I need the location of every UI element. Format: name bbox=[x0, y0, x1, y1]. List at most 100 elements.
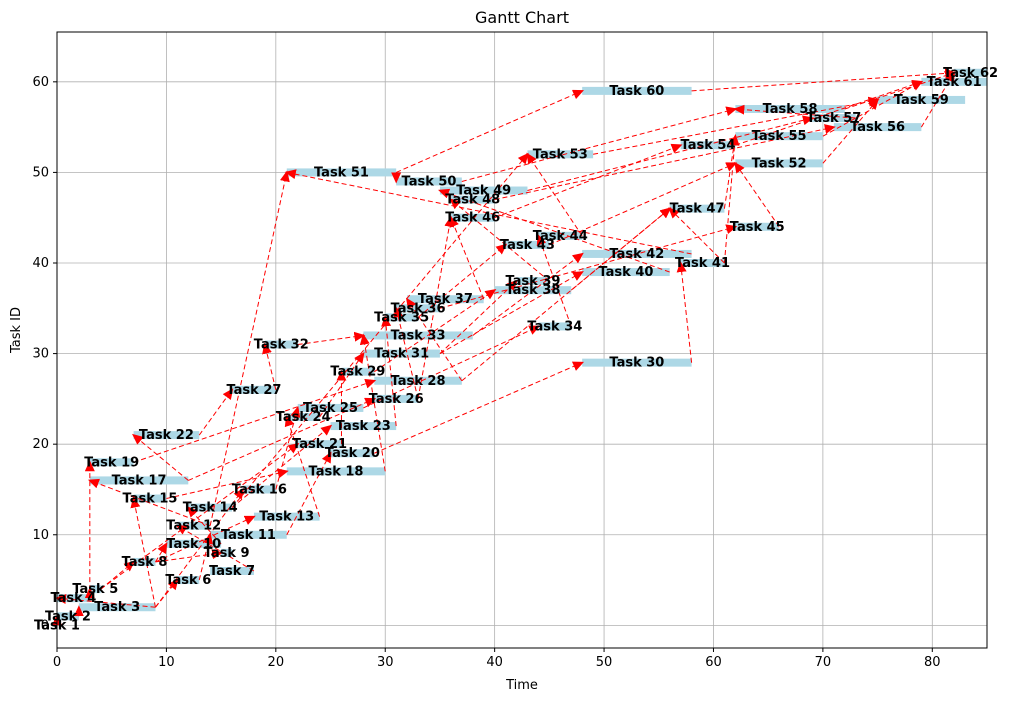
task-label: Task 38 bbox=[505, 283, 560, 298]
task-bar bbox=[735, 222, 780, 231]
dependency-arrow bbox=[439, 224, 738, 309]
task-bar bbox=[735, 105, 845, 113]
task-label: Task 51 bbox=[314, 165, 369, 180]
dependency-arrow bbox=[526, 152, 583, 237]
y-tick-label: 40 bbox=[32, 256, 49, 271]
task-bar bbox=[669, 204, 725, 213]
dependency-arrow bbox=[920, 71, 956, 128]
dependency-arrows bbox=[52, 68, 957, 626]
dependency-arrow bbox=[527, 115, 814, 192]
task-label: Task 24 bbox=[276, 410, 331, 425]
dependency-arrow bbox=[734, 161, 780, 228]
task-bar bbox=[516, 277, 550, 286]
dependency-arrow bbox=[822, 98, 879, 164]
task-bar bbox=[78, 603, 156, 612]
dependency-arrow bbox=[723, 134, 740, 264]
dependency-arrow bbox=[132, 433, 189, 481]
dependency-arrow bbox=[461, 106, 738, 182]
x-tick-label: 0 bbox=[53, 655, 61, 670]
task-label: Task 7 bbox=[209, 564, 255, 579]
task-bar bbox=[210, 567, 254, 575]
task-bar bbox=[57, 612, 79, 621]
dependency-arrow bbox=[844, 70, 957, 110]
dependency-arrow bbox=[676, 261, 693, 363]
task-bar bbox=[89, 585, 101, 594]
task-label: Task 57 bbox=[806, 111, 861, 126]
task-bar bbox=[877, 95, 966, 104]
dependency-arrow bbox=[175, 524, 255, 572]
dependency-arrow bbox=[735, 79, 924, 146]
dependency-arrow bbox=[472, 252, 584, 336]
task-bar bbox=[89, 476, 189, 485]
dependency-arrow bbox=[155, 542, 168, 563]
task-label: Task 54 bbox=[681, 138, 736, 153]
dependency-arrow bbox=[417, 243, 508, 318]
dependency-arrow bbox=[130, 496, 156, 608]
y-tick-label: 50 bbox=[32, 165, 49, 180]
task-bar bbox=[527, 150, 594, 159]
task-label: Task 17 bbox=[112, 473, 167, 488]
dependency-arrow bbox=[438, 188, 670, 273]
task-bar bbox=[735, 159, 823, 168]
task-bar bbox=[538, 231, 583, 240]
task-bar bbox=[538, 322, 572, 331]
dependency-arrow bbox=[374, 289, 497, 373]
task-bar bbox=[582, 268, 670, 277]
task-label: Task 30 bbox=[609, 356, 664, 371]
dependency-arrow bbox=[439, 279, 518, 354]
task-bar bbox=[811, 114, 856, 123]
task-bar bbox=[286, 467, 386, 476]
task-bar bbox=[330, 449, 375, 458]
task-label: Task 55 bbox=[752, 129, 807, 144]
task-label: Task 20 bbox=[325, 446, 380, 461]
dependency-arrow bbox=[691, 68, 957, 92]
task-label: Task 26 bbox=[369, 392, 424, 407]
task-bar bbox=[735, 132, 823, 141]
task-label: Task 53 bbox=[533, 147, 588, 162]
task-bar bbox=[363, 331, 473, 340]
x-tick-label: 70 bbox=[815, 655, 832, 670]
task-label: Task 5 bbox=[72, 582, 118, 597]
task-bar bbox=[680, 259, 725, 267]
x-tick-label: 10 bbox=[158, 655, 175, 670]
task-label: Task 62 bbox=[943, 66, 998, 81]
dependency-arrow bbox=[359, 333, 386, 472]
dependency-arrow bbox=[166, 468, 289, 500]
task-label: Task 6 bbox=[165, 573, 211, 588]
task-label: Task 59 bbox=[894, 93, 949, 108]
task-bar bbox=[232, 385, 276, 394]
plot-frame bbox=[56, 31, 988, 649]
task-label: Task 32 bbox=[254, 338, 309, 353]
y-tick-label: 20 bbox=[32, 437, 49, 452]
x-tick-label: 60 bbox=[705, 655, 722, 670]
task-label: Task 37 bbox=[418, 292, 473, 307]
dependency-arrow bbox=[231, 424, 333, 508]
task-bar bbox=[954, 68, 987, 77]
task-label: Task 61 bbox=[927, 75, 982, 90]
task-bar bbox=[57, 594, 90, 603]
dependency-arrow bbox=[536, 233, 572, 327]
task-label: Task 36 bbox=[391, 301, 446, 316]
axis-ticks: 0 10 20 30 40 50 60 70 80 0 10 20 30 40 50 60 bbox=[32, 75, 940, 670]
dependency-arrow bbox=[822, 80, 924, 137]
dependency-arrow bbox=[461, 207, 672, 382]
task-label: Task 25 bbox=[303, 401, 358, 416]
y-tick-label: 10 bbox=[32, 528, 49, 543]
task-label: Task 49 bbox=[456, 184, 511, 199]
dependency-arrow bbox=[198, 388, 234, 436]
y-axis-label: Task ID bbox=[9, 307, 24, 354]
dependency-arrow bbox=[155, 549, 224, 563]
task-label: Task 56 bbox=[850, 120, 905, 135]
dependency-arrow bbox=[319, 351, 365, 418]
task-label: Task 50 bbox=[402, 174, 457, 189]
dependency-arrow bbox=[363, 325, 541, 409]
task-label: Task 60 bbox=[609, 84, 664, 99]
task-bar bbox=[450, 195, 495, 204]
dependency-arrow bbox=[231, 152, 529, 508]
x-tick-label: 20 bbox=[268, 655, 285, 670]
task-label: Task 11 bbox=[221, 528, 276, 543]
task-label: Task 47 bbox=[670, 202, 725, 217]
dependency-arrow bbox=[494, 124, 836, 201]
